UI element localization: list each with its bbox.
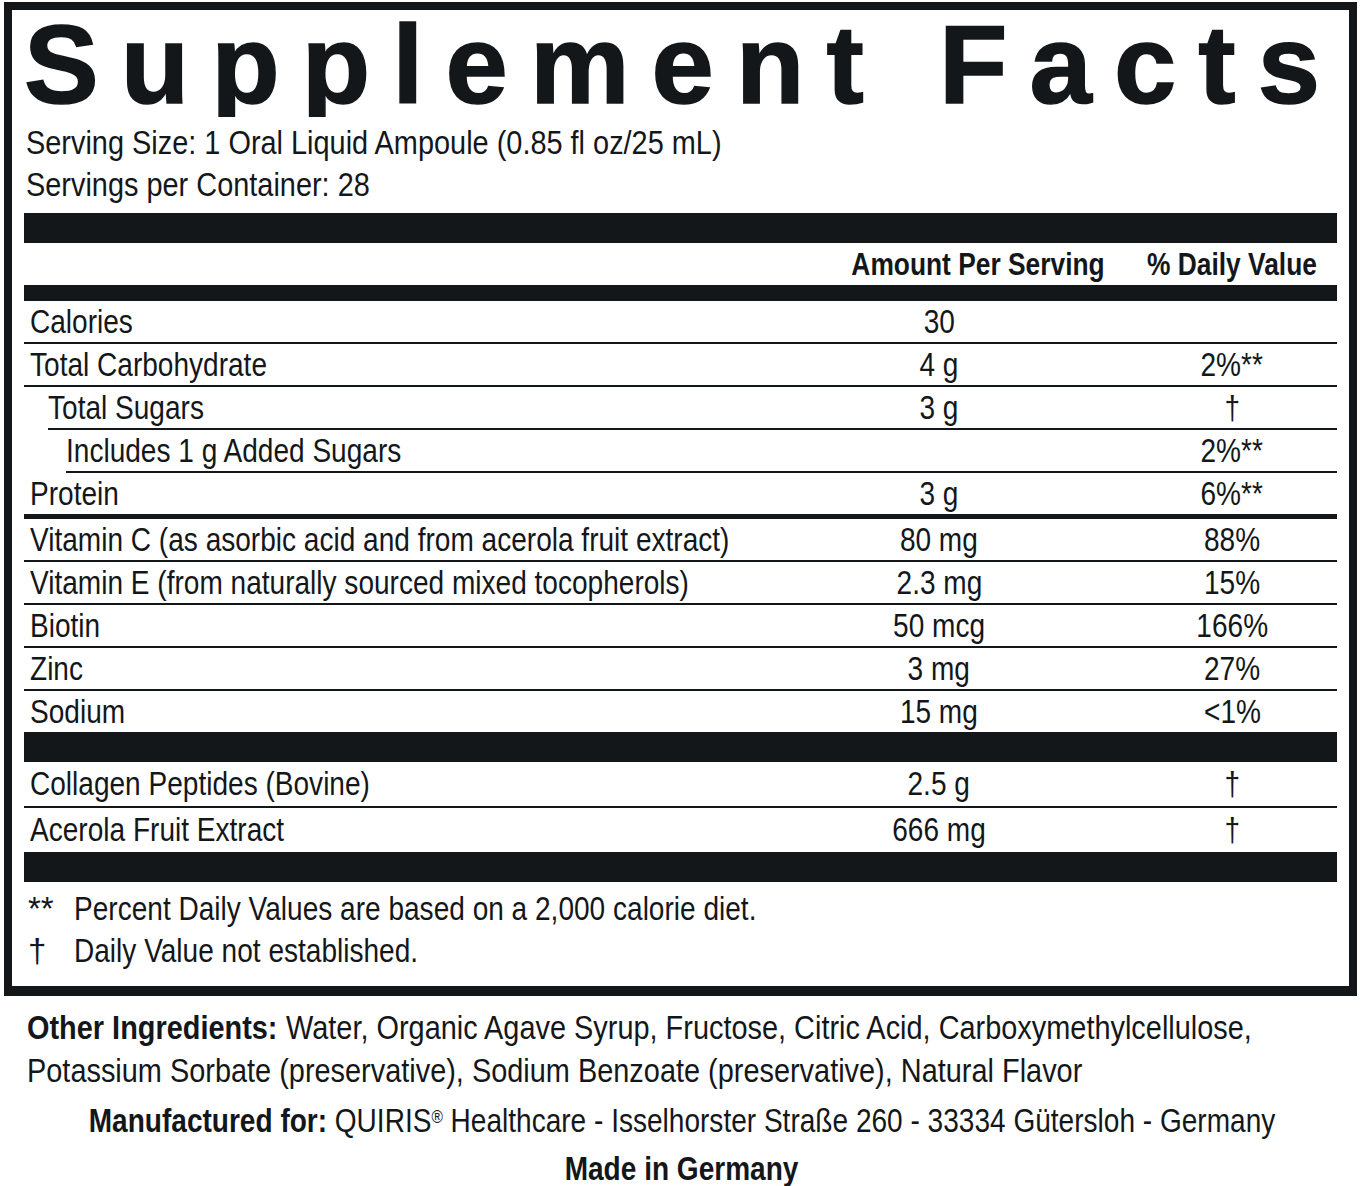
serving-size: Serving Size: 1 Oral Liquid Ampoule (0.8… <box>26 121 1337 163</box>
row-dv: 88% <box>1204 521 1260 559</box>
footnote-symbol: ** <box>24 888 74 930</box>
row-amount: 3 mg <box>908 650 970 688</box>
row-dv: 2%** <box>1201 432 1263 470</box>
footnotes: ** Percent Daily Values are based on a 2… <box>24 882 1337 980</box>
other-ingredients-text: Water, Organic Agave Syrup, Fructose, Ci… <box>286 1008 1252 1046</box>
footnote-daily-values: ** Percent Daily Values are based on a 2… <box>24 888 1337 930</box>
row-amount: 80 mg <box>900 521 978 559</box>
table-row-vitamin-c: Vitamin C (as asorbic acid and from acer… <box>24 519 1337 562</box>
amount-per-serving-header: Amount Per Serving <box>851 247 1104 283</box>
footnote-text: Percent Daily Values are based on a 2,00… <box>74 888 756 930</box>
row-label: Vitamin C (as asorbic acid and from acer… <box>30 521 729 559</box>
daily-value-header: % Daily Value <box>1147 247 1317 283</box>
table-row-zinc: Zinc 3 mg 27% <box>24 648 1337 691</box>
manufacturer-address: Healthcare - Isselhorster Straße 260 - 3… <box>443 1102 1276 1139</box>
other-ingredients-label: Other Ingredients: <box>27 1008 277 1046</box>
manufactured-label: Manufactured for: <box>89 1102 327 1139</box>
table-row-acerola: Acerola Fruit Extract 666 mg † <box>24 808 1337 852</box>
row-amount: 4 g <box>920 346 959 384</box>
table-row-added-sugars: Includes 1 g Added Sugars 2%** <box>66 430 1337 473</box>
other-ingredients-line1: Other Ingredients:Water, Organic Agave S… <box>27 1006 1364 1049</box>
row-dv: † <box>1224 389 1240 427</box>
other-ingredients: Other Ingredients:Water, Organic Agave S… <box>27 1006 1364 1092</box>
row-dv: 6%** <box>1201 475 1263 513</box>
row-label: Includes 1 g Added Sugars <box>66 432 401 470</box>
manufactured-line: Manufactured for:QUIRIS® Healthcare - Is… <box>0 1100 1364 1147</box>
row-label: Zinc <box>30 650 83 688</box>
footnote-not-established: † Daily Value not established. <box>24 930 1337 972</box>
table-row-total-carbohydrate: Total Carbohydrate 4 g 2%** <box>24 344 1337 387</box>
table-row-collagen: Collagen Peptides (Bovine) 2.5 g † <box>24 762 1337 808</box>
footnote-symbol: † <box>24 930 74 972</box>
brand-name: QUIRIS <box>335 1102 432 1139</box>
row-label: Biotin <box>30 607 100 645</box>
row-dv: 15% <box>1204 564 1260 602</box>
separator-bar-bottom <box>24 852 1337 882</box>
row-amount: 3 g <box>920 475 959 513</box>
title: Supplement Facts <box>24 17 1334 117</box>
row-amount: 2.5 g <box>908 765 970 803</box>
title-text: Supplement Facts <box>24 17 1320 117</box>
row-amount: 50 mcg <box>893 607 985 645</box>
row-amount: 30 <box>923 303 954 341</box>
table-row-total-sugars: Total Sugars 3 g † <box>48 387 1337 430</box>
nutrient-table: Calories 30 Total Carbohydrate 4 g 2%** … <box>24 301 1337 732</box>
row-dv: 166% <box>1196 607 1268 645</box>
row-label: Acerola Fruit Extract <box>30 811 284 849</box>
row-dv: 2%** <box>1201 346 1263 384</box>
row-amount: 15 mg <box>900 693 978 731</box>
row-label: Collagen Peptides (Bovine) <box>30 765 370 803</box>
row-label: Vitamin E (from naturally sourced mixed … <box>30 564 689 602</box>
supplement-facts-panel: Supplement Facts Serving Size: 1 Oral Li… <box>4 2 1357 996</box>
separator-bar-header <box>24 285 1337 301</box>
table-row-sodium: Sodium 15 mg <1% <box>24 691 1337 732</box>
table-row-biotin: Biotin 50 mcg 166% <box>24 605 1337 648</box>
row-dv: 27% <box>1204 650 1260 688</box>
table-row-calories: Calories 30 <box>24 301 1337 344</box>
row-amount: 2.3 mg <box>896 564 982 602</box>
made-in-germany: Made in Germany <box>0 1148 1364 1186</box>
row-amount: 666 mg <box>892 811 986 849</box>
table-row-protein: Protein 3 g 6%** <box>24 473 1337 519</box>
separator-bar-top <box>24 213 1337 243</box>
row-dv: † <box>1224 765 1240 803</box>
row-label: Calories <box>30 303 133 341</box>
row-label: Total Carbohydrate <box>30 346 267 384</box>
separator-bar-middle <box>24 732 1337 762</box>
servings-per-container: Servings per Container: 28 <box>26 163 1337 205</box>
row-label: Sodium <box>30 693 125 731</box>
serving-block: Serving Size: 1 Oral Liquid Ampoule (0.8… <box>26 121 1337 205</box>
row-amount: 3 g <box>920 389 959 427</box>
other-ingredients-text: Potassium Sorbate (preservative), Sodium… <box>27 1049 1082 1092</box>
footnote-text: Daily Value not established. <box>74 930 418 972</box>
row-dv: <1% <box>1204 693 1261 731</box>
table-row-vitamin-e: Vitamin E (from naturally sourced mixed … <box>24 562 1337 605</box>
proprietary-table: Collagen Peptides (Bovine) 2.5 g † Acero… <box>24 762 1337 852</box>
registered-trademark-symbol: ® <box>431 1107 442 1127</box>
row-label: Protein <box>30 475 119 513</box>
table-header-row: Amount Per Serving % Daily Value <box>24 243 1337 285</box>
other-ingredients-line2: Potassium Sorbate (preservative), Sodium… <box>27 1049 1364 1092</box>
row-dv: † <box>1224 811 1240 849</box>
row-label: Total Sugars <box>48 389 204 427</box>
